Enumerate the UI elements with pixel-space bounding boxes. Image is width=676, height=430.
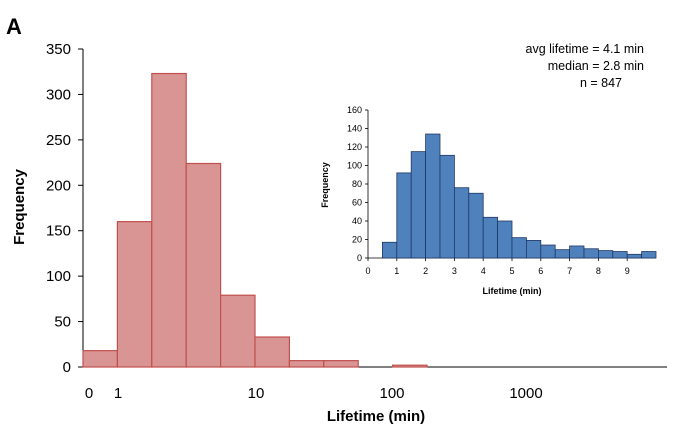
inset-x-tick-label: 1 bbox=[394, 266, 399, 276]
inset-bar bbox=[453, 187, 470, 259]
inset-bar bbox=[425, 133, 441, 259]
inset-bar bbox=[497, 220, 513, 259]
inset-y-tick-label: 140 bbox=[347, 124, 362, 134]
inset-x-tick-label: 3 bbox=[452, 266, 457, 276]
main-bars bbox=[82, 72, 428, 368]
inset-x-tick-label: 5 bbox=[509, 266, 514, 276]
inset-y-axis-title: Frequency bbox=[320, 162, 330, 208]
main-y-tick-label: 200 bbox=[46, 177, 71, 194]
main-bar bbox=[254, 336, 291, 368]
inset-bar bbox=[583, 248, 599, 259]
inset-y-tick-label: 40 bbox=[352, 216, 362, 226]
inset-bar bbox=[554, 249, 571, 259]
inset-bar bbox=[641, 251, 657, 259]
main-x-axis-title: Lifetime (min) bbox=[327, 408, 425, 425]
inset-y-tick-label: 60 bbox=[352, 198, 362, 208]
inset-bar bbox=[626, 253, 643, 259]
inset-bar bbox=[381, 241, 398, 259]
inset-bar bbox=[526, 240, 542, 259]
main-x-tick-label: 10 bbox=[248, 385, 265, 402]
main-bar bbox=[288, 360, 325, 368]
main-bar bbox=[82, 350, 119, 368]
main-y-tick-label: 300 bbox=[46, 86, 71, 103]
main-y-tick-label: 350 bbox=[46, 41, 71, 58]
main-bar bbox=[392, 364, 428, 368]
main-bar bbox=[116, 221, 153, 368]
inset-x-tick-label: 0 bbox=[365, 266, 370, 276]
inset-bar bbox=[396, 172, 412, 259]
inset-y-ticks: 0 20 40 60 80 100 120 140 160 bbox=[347, 105, 368, 263]
main-bar bbox=[151, 72, 187, 368]
inset-x-tick-label: 6 bbox=[538, 266, 543, 276]
inset-x-ticks: 0 1 2 3 4 5 6 7 8 9 bbox=[365, 258, 630, 276]
inset-x-tick-label: 8 bbox=[596, 266, 601, 276]
inset-bar bbox=[410, 151, 427, 259]
inset-chart: 0 20 40 60 80 100 120 140 160 0 1 2 3 4 5 6 7 8 9 Frequen… bbox=[320, 105, 657, 296]
main-x-tick-label: 1 bbox=[114, 385, 122, 402]
inset-bar bbox=[511, 237, 527, 259]
inset-y-tick-label: 120 bbox=[347, 142, 362, 152]
main-y-ticks: 0 50 100 150 200 250 300 350 bbox=[46, 41, 83, 376]
main-y-tick-label: 100 bbox=[46, 268, 71, 285]
inset-bar bbox=[540, 244, 556, 259]
inset-x-tick-label: 2 bbox=[423, 266, 428, 276]
inset-x-tick-label: 7 bbox=[567, 266, 572, 276]
main-y-tick-label: 250 bbox=[46, 132, 71, 149]
main-y-tick-label: 0 bbox=[63, 359, 71, 376]
main-y-tick-label: 50 bbox=[54, 314, 71, 331]
main-x-tick-label: 100 bbox=[379, 385, 404, 402]
main-y-tick-label: 150 bbox=[46, 223, 71, 240]
inset-bar bbox=[612, 251, 628, 259]
inset-y-tick-label: 0 bbox=[357, 253, 362, 263]
inset-x-tick-label: 9 bbox=[625, 266, 630, 276]
inset-x-axis-title: Lifetime (min) bbox=[482, 286, 541, 296]
stat-n: n = 847 bbox=[580, 76, 622, 90]
main-x-tick-label: 1000 bbox=[509, 385, 542, 402]
inset-x-tick-label: 4 bbox=[481, 266, 486, 276]
inset-y-tick-label: 80 bbox=[352, 179, 362, 189]
main-y-axis-title: Frequency bbox=[11, 168, 28, 245]
inset-bar bbox=[468, 192, 484, 259]
main-bar bbox=[220, 294, 256, 368]
inset-y-tick-label: 160 bbox=[347, 105, 362, 115]
stat-avg-lifetime: avg lifetime = 4.1 min bbox=[526, 42, 645, 56]
inset-bars bbox=[381, 133, 657, 259]
stat-median: median = 2.8 min bbox=[548, 59, 644, 73]
inset-bar bbox=[482, 216, 499, 259]
inset-y-tick-label: 100 bbox=[347, 161, 362, 171]
main-bar bbox=[323, 360, 359, 368]
main-x-tick-label: 0 bbox=[85, 385, 93, 402]
main-x-ticks: 0 1 10 100 1000 bbox=[85, 385, 543, 402]
inset-bar bbox=[569, 245, 585, 259]
inset-bar bbox=[598, 250, 614, 259]
main-bar bbox=[185, 162, 222, 368]
panel-label: A bbox=[6, 14, 22, 39]
inset-y-tick-label: 20 bbox=[352, 235, 362, 245]
inset-bar bbox=[439, 154, 455, 259]
